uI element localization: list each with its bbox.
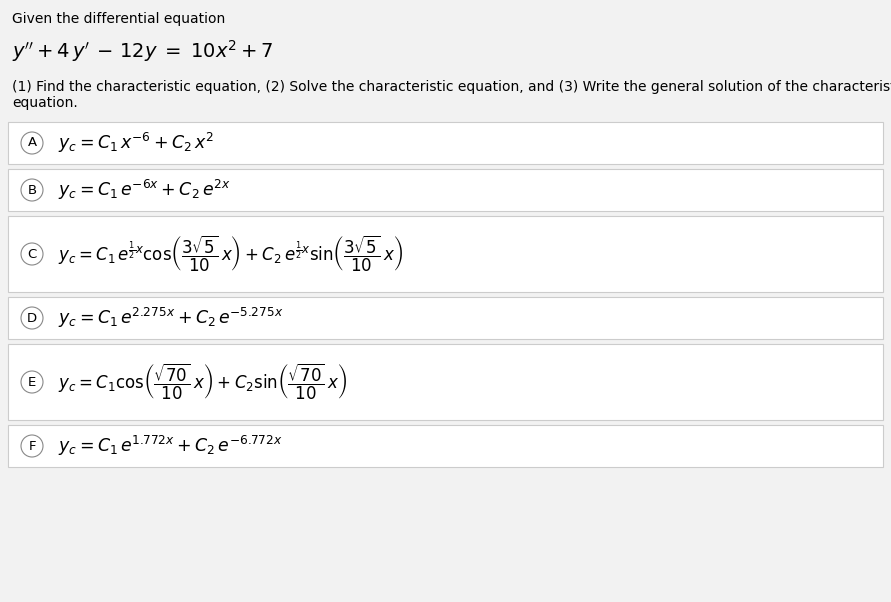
Text: A: A bbox=[28, 137, 37, 149]
Circle shape bbox=[21, 371, 43, 393]
Circle shape bbox=[21, 179, 43, 201]
Text: E: E bbox=[28, 376, 37, 388]
Text: B: B bbox=[28, 184, 37, 196]
FancyBboxPatch shape bbox=[8, 216, 883, 292]
Circle shape bbox=[21, 307, 43, 329]
FancyBboxPatch shape bbox=[8, 169, 883, 211]
FancyBboxPatch shape bbox=[8, 425, 883, 467]
Circle shape bbox=[21, 435, 43, 457]
Circle shape bbox=[21, 243, 43, 265]
Text: $y'' + 4\,y' \,-\, 12y \;=\; 10x^2 + 7$: $y'' + 4\,y' \,-\, 12y \;=\; 10x^2 + 7$ bbox=[12, 38, 274, 64]
Text: C: C bbox=[28, 247, 37, 261]
Text: equation.: equation. bbox=[12, 96, 78, 110]
Text: $y_c = C_1\,e^{-6x} + C_2\,e^{2x}$: $y_c = C_1\,e^{-6x} + C_2\,e^{2x}$ bbox=[58, 178, 231, 202]
Text: $y_c = C_1\,e^{\frac{1}{2}x}\cos\!\left(\dfrac{3\sqrt{5}}{10}\,x\right) + C_2\,e: $y_c = C_1\,e^{\frac{1}{2}x}\cos\!\left(… bbox=[58, 234, 403, 274]
Text: Given the differential equation: Given the differential equation bbox=[12, 12, 225, 26]
Text: $y_c = C_1\,x^{-6} + C_2\,x^2$: $y_c = C_1\,x^{-6} + C_2\,x^2$ bbox=[58, 131, 214, 155]
Text: $y_c = C_1\,e^{1.772x} + C_2\,e^{-6.772x}$: $y_c = C_1\,e^{1.772x} + C_2\,e^{-6.772x… bbox=[58, 434, 282, 458]
Text: $y_c = C_1\,e^{2.275x} + C_2\,e^{-5.275x}$: $y_c = C_1\,e^{2.275x} + C_2\,e^{-5.275x… bbox=[58, 306, 283, 330]
FancyBboxPatch shape bbox=[8, 297, 883, 339]
Text: (1) Find the characteristic equation, (2) Solve the characteristic equation, and: (1) Find the characteristic equation, (2… bbox=[12, 80, 891, 94]
Text: $y_c = C_1\cos\!\left(\dfrac{\sqrt{70}}{10}\,x\right) + C_2\sin\!\left(\dfrac{\s: $y_c = C_1\cos\!\left(\dfrac{\sqrt{70}}{… bbox=[58, 362, 347, 402]
FancyBboxPatch shape bbox=[8, 122, 883, 164]
FancyBboxPatch shape bbox=[8, 344, 883, 420]
Text: F: F bbox=[29, 439, 36, 453]
Text: D: D bbox=[27, 311, 37, 324]
Circle shape bbox=[21, 132, 43, 154]
